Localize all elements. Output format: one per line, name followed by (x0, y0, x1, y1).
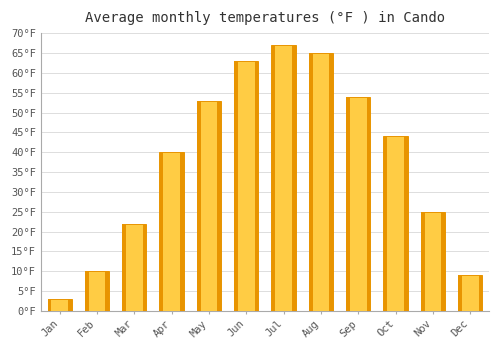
Bar (142, 224, 146, 311)
Bar (272, 45, 295, 311)
Bar (330, 53, 333, 311)
Bar (180, 152, 184, 311)
Title: Average monthly temperatures (°F ) in Cando: Average monthly temperatures (°F ) in Ca… (85, 11, 445, 25)
Bar (384, 136, 387, 311)
Bar (234, 61, 238, 311)
Bar (309, 53, 333, 311)
Bar (292, 45, 296, 311)
Bar (404, 136, 407, 311)
Bar (366, 97, 370, 311)
Bar (458, 275, 462, 311)
Bar (478, 275, 482, 311)
Bar (85, 271, 109, 311)
Bar (421, 212, 445, 311)
Bar (68, 299, 71, 311)
Bar (48, 299, 72, 311)
Bar (106, 271, 109, 311)
Bar (346, 97, 370, 311)
Bar (442, 212, 445, 311)
Bar (234, 61, 258, 311)
Bar (197, 101, 200, 311)
Bar (309, 53, 312, 311)
Bar (197, 101, 221, 311)
Bar (346, 97, 350, 311)
Bar (85, 271, 88, 311)
Bar (384, 136, 407, 311)
Bar (254, 61, 258, 311)
Bar (160, 152, 163, 311)
Bar (122, 224, 146, 311)
Bar (122, 224, 126, 311)
Bar (160, 152, 184, 311)
Bar (218, 101, 221, 311)
Bar (421, 212, 424, 311)
Bar (458, 275, 482, 311)
Bar (272, 45, 275, 311)
Bar (48, 299, 52, 311)
